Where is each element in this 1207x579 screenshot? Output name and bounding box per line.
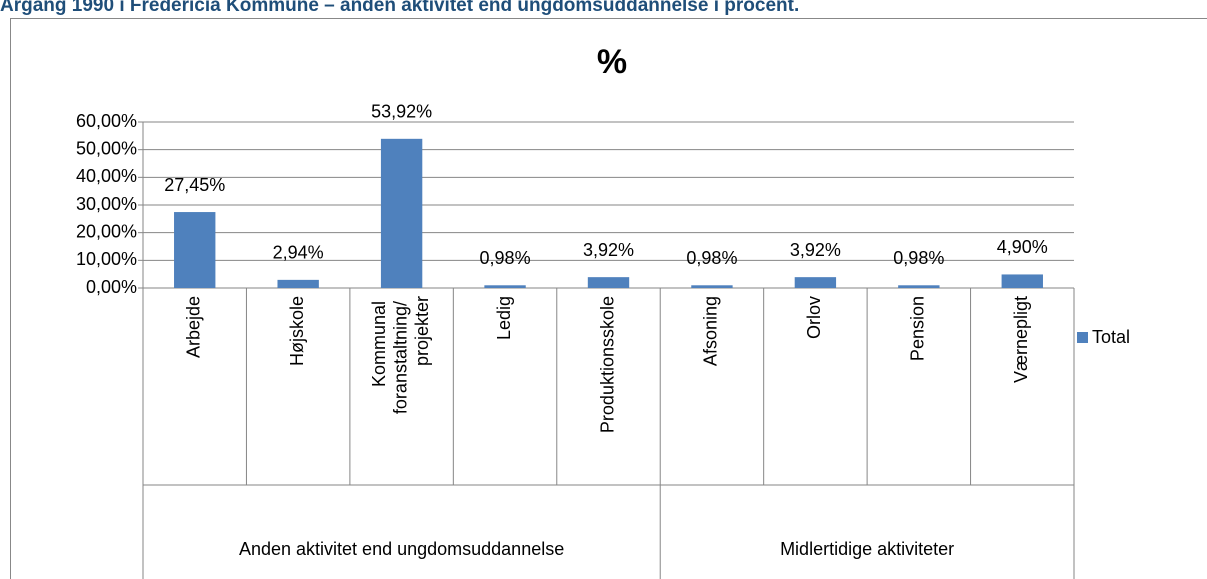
page-header: Årgang 1990 i Fredericia Kommune – anden… — [0, 0, 799, 16]
bar — [1001, 274, 1043, 288]
y-tick-label: 60,00% — [76, 111, 137, 131]
data-label: 4,90% — [997, 237, 1048, 257]
bar — [691, 285, 733, 288]
group-label: Midlertidige aktiviteter — [780, 539, 954, 559]
data-label: 53,92% — [371, 102, 432, 122]
legend-swatch — [1077, 332, 1088, 343]
group-label: Anden aktivitet end ungdomsuddannelse — [239, 539, 564, 559]
bar — [484, 285, 526, 288]
x-tick-label: Produktionsskole — [597, 296, 617, 433]
y-tick-label: 50,00% — [76, 138, 137, 158]
bar — [587, 277, 630, 288]
data-label: 3,92% — [790, 240, 841, 260]
data-label: 0,98% — [686, 248, 737, 268]
x-tick-label: Pension — [908, 296, 928, 361]
y-tick-label: 30,00% — [76, 194, 137, 214]
bar — [898, 285, 940, 288]
data-label: 27,45% — [164, 175, 225, 195]
data-label: 2,94% — [273, 243, 324, 263]
x-tick-label: Kommunal foranstaltning/ projekter — [369, 296, 432, 414]
chart-title: % — [597, 43, 627, 81]
legend-label: Total — [1092, 327, 1130, 347]
x-tick-label: Højskole — [287, 296, 307, 366]
x-tick-label: Ledig — [494, 296, 514, 340]
data-label: 0,98% — [480, 248, 531, 268]
x-tick-label: Arbejde — [183, 296, 203, 358]
x-tick-label: Orlov — [804, 296, 824, 339]
y-tick-label: 20,00% — [76, 221, 137, 241]
y-tick-label: 0,00% — [86, 277, 137, 297]
x-tick-label: Værnepligt — [1011, 296, 1031, 383]
y-tick-label: 40,00% — [76, 166, 137, 186]
y-tick-label: 10,00% — [76, 249, 137, 269]
bar — [794, 277, 837, 288]
bar — [380, 138, 423, 288]
chart-border — [10, 18, 1207, 579]
bar — [277, 279, 319, 288]
bar — [174, 212, 216, 288]
x-tick-label: Afsoning — [701, 296, 721, 366]
data-label: 0,98% — [893, 248, 944, 268]
data-label: 3,92% — [583, 240, 634, 260]
